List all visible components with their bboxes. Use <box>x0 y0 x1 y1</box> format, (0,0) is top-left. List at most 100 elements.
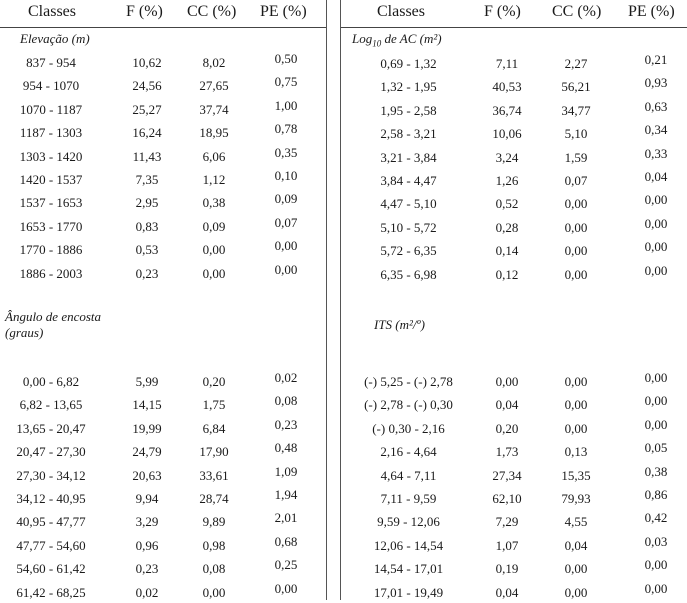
cell-cls: 954 - 1070 <box>22 78 80 94</box>
cell-f: 19,99 <box>132 420 162 436</box>
table-row: 3,21 - 3,84 3,24 1,59 0,33 <box>341 146 687 168</box>
cell-f: 27,34 <box>492 467 522 483</box>
table-row: 1886 - 2003 0,23 0,00 0,00 <box>0 262 326 284</box>
header-pe: PE (%) <box>260 3 307 20</box>
cell-f: 36,74 <box>492 102 522 118</box>
cell-cls: 1,95 - 2,58 <box>380 102 437 118</box>
cell-pe: 0,68 <box>274 533 298 549</box>
table-row: 5,72 - 6,35 0,14 0,00 0,00 <box>341 239 687 261</box>
cell-f: 0,23 <box>135 265 159 281</box>
table-row: 17,01 - 19,49 0,04 0,00 0,00 <box>341 581 687 603</box>
cell-f: 16,24 <box>132 125 162 141</box>
cell-pe: 0,21 <box>644 52 668 67</box>
table-row: 1,32 - 1,95 40,53 56,21 0,93 <box>341 75 687 97</box>
cell-f: 0,20 <box>495 420 519 436</box>
header-classes: Classes <box>28 3 76 20</box>
cell-cls: 0,00 - 6,82 <box>22 374 80 389</box>
cell-f: 0,02 <box>135 584 159 600</box>
cell-cc: 0,98 <box>202 537 226 553</box>
table-row: 54,60 - 61,42 0,23 0,08 0,25 <box>0 557 326 579</box>
cell-pe: 0,78 <box>274 121 298 137</box>
cell-pe: 0,00 <box>644 262 668 278</box>
cell-f: 0,28 <box>495 219 519 235</box>
cell-pe: 0,02 <box>274 370 298 385</box>
cell-pe: 0,00 <box>644 239 668 255</box>
table-row: 1303 - 1420 11,43 6,06 0,35 <box>0 145 326 167</box>
cell-cls: 9,59 - 12,06 <box>377 514 440 530</box>
left-table: Classes F (%) CC (%) PE (%) Elevação (m)… <box>0 0 327 600</box>
table-row: 4,64 - 7,11 27,34 15,35 0,38 <box>341 464 687 486</box>
log-ac-title-pre: Log <box>352 31 373 46</box>
table-row: 14,54 - 17,01 0,19 0,00 0,00 <box>341 557 687 579</box>
table-row: (-) 2,78 - (-) 0,30 0,04 0,00 0,00 <box>341 393 687 415</box>
table-row: 13,65 - 20,47 19,99 6,84 0,23 <box>0 417 326 439</box>
cell-cls: (-) 5,25 - (-) 2,78 <box>364 374 453 389</box>
cell-cls: 27,30 - 34,12 <box>16 467 86 483</box>
cell-f: 2,95 <box>135 195 159 211</box>
cell-cls: 1070 - 1187 <box>19 101 83 117</box>
table-row: 1653 - 1770 0,83 0,09 0,07 <box>0 215 326 237</box>
table-row: (-) 5,25 - (-) 2,78 0,00 0,00 0,00 <box>341 370 687 392</box>
cell-pe: 1,94 <box>274 487 298 502</box>
cell-f: 7,35 <box>135 172 159 187</box>
cell-cc: 0,00 <box>564 266 588 282</box>
cell-cc: 17,90 <box>199 444 229 460</box>
cell-f: 0,53 <box>135 242 159 258</box>
cell-cc: 33,61 <box>199 467 229 483</box>
cell-cc: 0,00 <box>564 420 588 436</box>
cell-f: 0,14 <box>495 243 519 259</box>
table-row: 40,95 - 47,77 3,29 9,89 2,01 <box>0 510 326 532</box>
table-row: (-) 0,30 - 2,16 0,20 0,00 0,00 <box>341 417 687 439</box>
cell-pe: 0,35 <box>274 144 298 160</box>
cell-cc: 6,06 <box>202 148 226 164</box>
table-row: 61,42 - 68,25 0,02 0,00 0,00 <box>0 581 326 603</box>
cell-f: 0,23 <box>135 561 159 577</box>
cell-cc: 37,74 <box>199 101 229 117</box>
cell-pe: 0,75 <box>274 74 298 90</box>
cell-cc: 0,09 <box>202 218 226 234</box>
header-f: F (%) <box>484 3 521 20</box>
section-title-angulo: Ângulo de encosta <box>5 309 102 324</box>
cell-cls: (-) 0,30 - 2,16 <box>372 420 445 436</box>
cell-cls: 61,42 - 68,25 <box>16 584 86 600</box>
cell-f: 0,00 <box>495 374 519 389</box>
cell-cls: 3,21 - 3,84 <box>380 149 437 165</box>
right-table: Classes F (%) CC (%) PE (%) Log10 de AC … <box>340 0 687 600</box>
cell-pe: 0,10 <box>274 168 298 183</box>
cell-f: 62,10 <box>492 491 522 506</box>
cell-pe: 0,09 <box>274 191 298 207</box>
cell-pe: 0,08 <box>274 393 298 409</box>
cell-cc: 0,00 <box>564 584 588 600</box>
table-row: 27,30 - 34,12 20,63 33,61 1,09 <box>0 464 326 486</box>
cell-pe: 0,00 <box>274 238 298 254</box>
log-ac-title-post: de AC (m²) <box>381 31 442 46</box>
section-title-elevacao: Elevação (m) <box>20 31 90 46</box>
cell-cls: 3,84 - 4,47 <box>380 173 437 188</box>
cell-cc: 0,00 <box>202 265 226 281</box>
section-title-angulo-units: (graus) <box>5 325 44 340</box>
log-ac-title-sub: 10 <box>372 38 382 49</box>
cell-pe: 2,01 <box>274 510 298 526</box>
table-row: 34,12 - 40,95 9,94 28,74 1,94 <box>0 487 326 509</box>
cell-f: 0,04 <box>495 397 519 413</box>
cell-cc: 0,00 <box>564 243 588 259</box>
cell-f: 1,07 <box>495 537 519 553</box>
cell-cc: 0,04 <box>564 537 588 553</box>
cell-pe: 0,33 <box>644 145 668 161</box>
table-row: 5,10 - 5,72 0,28 0,00 0,00 <box>341 216 687 238</box>
cell-cc: 9,89 <box>202 514 226 530</box>
table-row: 1770 - 1886 0,53 0,00 0,00 <box>0 238 326 260</box>
table-row: 2,16 - 4,64 1,73 0,13 0,05 <box>341 440 687 462</box>
cell-cls: 14,54 - 17,01 <box>373 561 444 577</box>
header-classes: Classes <box>377 3 425 20</box>
table-row: 1420 - 1537 7,35 1,12 0,10 <box>0 168 326 190</box>
cell-f: 0,04 <box>495 584 519 600</box>
cell-pe: 0,86 <box>644 487 668 502</box>
table-row: 3,84 - 4,47 1,26 0,07 0,04 <box>341 169 687 191</box>
cell-pe: 0,07 <box>274 214 298 230</box>
cell-cc: 0,00 <box>564 561 588 577</box>
cell-pe: 0,00 <box>274 261 298 277</box>
cell-cls: 6,82 - 13,65 <box>19 397 83 413</box>
cell-cls: 17,01 - 19,49 <box>373 584 444 600</box>
cell-cc: 18,95 <box>199 125 229 141</box>
